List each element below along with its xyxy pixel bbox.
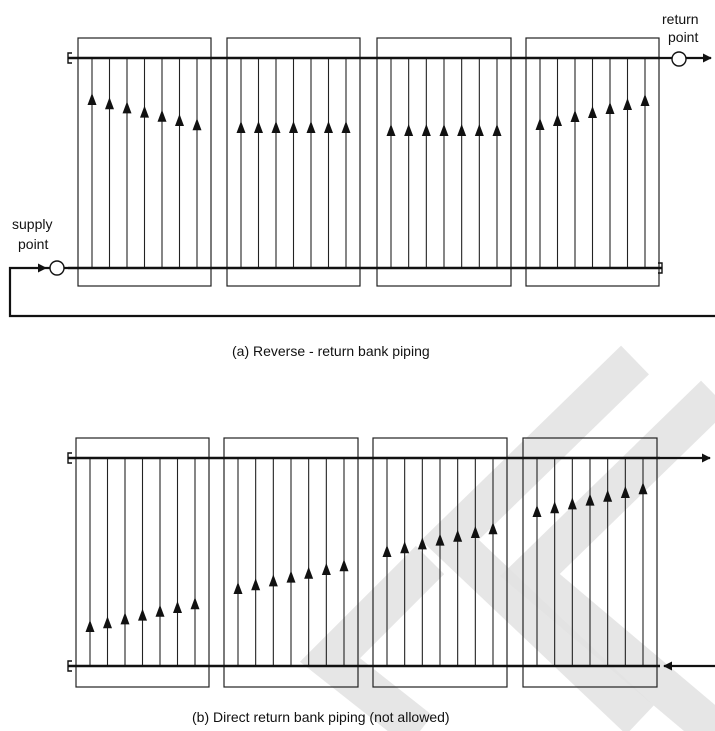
flow-arrow-a-3-5 (457, 124, 467, 136)
flow-arrow-b-4-2 (550, 501, 560, 514)
flow-arrow-b-2-6 (321, 563, 331, 575)
flow-arrow-b-2-2 (251, 578, 261, 591)
panels-b (75, 437, 658, 688)
flow-arrow-b-2-1 (233, 582, 243, 594)
flow-arrow-b-4-3 (567, 497, 577, 510)
flow-arrow-a-1-5 (157, 109, 167, 122)
flow-arrow-b-4-7 (638, 482, 648, 495)
supply-loop-pipe-a (8, 263, 715, 318)
flow-arrow-a-2-3 (271, 121, 281, 133)
flow-arrow-b-4-4 (585, 493, 595, 506)
flow-arrow-b-1-6 (173, 601, 182, 613)
flow-arrow-a-1-3 (122, 101, 132, 114)
flow-arrow-a-4-3 (570, 110, 580, 122)
flow-arrow-b-2-3 (268, 574, 278, 587)
flow-arrow-a-2-4 (289, 121, 298, 133)
flow-arrow-a-1-2 (105, 97, 114, 110)
caption-a: (a) Reverse - return bank piping (232, 343, 430, 359)
flow-arrow-a-3-7 (492, 124, 502, 136)
flow-arrow-b-4-5 (603, 489, 613, 502)
diagram-b-direct-return: (b) Direct return bank piping (not allow… (67, 437, 715, 725)
header-cap-b-top-left (67, 452, 72, 464)
collector-panel-b-2 (223, 437, 359, 688)
flow-arrow-b-4-6 (620, 486, 630, 498)
flow-arrow-b-3-6 (470, 526, 480, 538)
diagram-a-reverse-return: return point supply point (a) Reverse - … (8, 11, 715, 359)
flow-arrow-b-3-3 (417, 537, 427, 550)
return-point-circle (671, 51, 687, 67)
header-cap-a-top-left (67, 52, 72, 64)
collector-panel-b-4 (522, 437, 658, 688)
flow-arrows-b (85, 482, 648, 632)
flow-arrow-a-3-4 (439, 124, 449, 136)
flow-arrow-b-3-5 (453, 529, 463, 542)
collector-panel-a-1 (77, 37, 212, 287)
watermark-logo (299, 345, 715, 731)
flow-arrow-b-3-1 (382, 545, 392, 557)
flow-arrow-a-3-1 (386, 124, 396, 136)
collector-panel-a-3 (376, 37, 512, 287)
flow-arrow-b-1-4 (138, 608, 147, 621)
header-cap-b-bottom-left (67, 660, 72, 672)
flow-arrow-b-4-1 (532, 505, 542, 517)
flow-arrow-a-3-6 (474, 124, 484, 136)
flow-arrow-b-2-5 (304, 566, 314, 579)
flow-arrow-a-1-6 (175, 114, 184, 126)
flow-arrow-a-3-3 (421, 124, 431, 136)
panels-a (77, 37, 660, 287)
flow-arrow-b-2-7 (339, 559, 349, 572)
flow-arrow-a-4-4 (588, 106, 597, 118)
flow-arrow-a-2-6 (324, 121, 333, 133)
flow-arrow-b-2-4 (286, 570, 296, 583)
collector-panel-b-1 (75, 437, 210, 688)
flow-arrows-a (87, 93, 650, 136)
flow-arrow-a-2-7 (341, 121, 351, 133)
flow-arrow-a-4-5 (605, 102, 615, 114)
flow-arrow-b-3-2 (400, 541, 410, 554)
header-cap-a-bottom-right (658, 262, 663, 274)
flow-arrow-b-1-5 (155, 604, 165, 617)
flow-arrow-b-1-7 (190, 597, 200, 610)
flow-arrow-b-3-7 (488, 522, 498, 535)
caption-b: (b) Direct return bank piping (not allow… (192, 709, 450, 725)
supply-point-circle (49, 260, 65, 276)
collector-panel-a-2 (226, 37, 361, 287)
flow-arrow-a-4-2 (553, 114, 562, 126)
supply-point-label-line2: point (18, 236, 48, 252)
collector-panel-b-3 (372, 437, 508, 688)
flow-arrow-a-2-2 (254, 121, 263, 133)
flow-arrow-a-2-1 (236, 121, 246, 133)
flow-arrow-b-3-4 (435, 533, 445, 546)
return-point-label-line2: point (668, 29, 698, 45)
flow-arrow-a-1-1 (87, 93, 97, 105)
tubes-a (91, 58, 646, 268)
supply-point-label-line1: supply (12, 216, 52, 232)
flow-arrow-a-4-7 (640, 94, 650, 106)
flow-arrow-b-1-2 (103, 616, 112, 629)
flow-arrow-a-3-2 (404, 124, 414, 136)
flow-arrow-b-1-3 (120, 612, 130, 625)
flow-arrow-a-1-4 (140, 105, 149, 118)
flow-arrow-b-1-1 (85, 620, 95, 632)
flow-arrow-a-4-1 (535, 118, 545, 130)
flow-arrow-a-4-6 (623, 98, 632, 110)
return-point-label-line1: return (662, 11, 699, 27)
flow-arrow-a-1-7 (192, 118, 202, 131)
flow-arrow-a-2-5 (306, 121, 316, 133)
collector-panel-a-4 (525, 37, 660, 287)
